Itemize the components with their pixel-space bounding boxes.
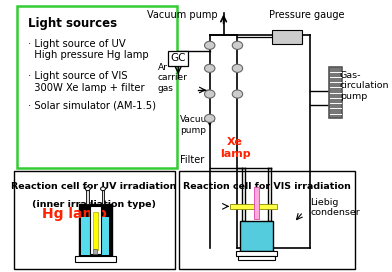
Bar (93, 249, 98, 254)
Text: Reaction cell for UV irradiation: Reaction cell for UV irradiation (11, 182, 176, 191)
Bar (86, 189, 89, 204)
Bar (90, 206, 101, 254)
Text: Pressure gauge: Pressure gauge (269, 10, 344, 20)
Text: Reaction cell for VIS irradiation: Reaction cell for VIS irradiation (183, 182, 351, 191)
Text: · Solar simulator (AM-1.5): · Solar simulator (AM-1.5) (28, 101, 156, 111)
Text: Filter: Filter (180, 155, 205, 165)
Bar (168, 51, 188, 66)
Text: Ar
carrier
gas: Ar carrier gas (158, 63, 188, 93)
Circle shape (232, 90, 243, 98)
Text: Vacuum pump: Vacuum pump (147, 10, 217, 20)
Circle shape (232, 41, 243, 50)
Text: (inner irradiation type): (inner irradiation type) (32, 200, 156, 209)
Text: Xe
lamp: Xe lamp (220, 137, 250, 159)
Bar (254, 187, 259, 218)
Text: Vacuum
pump: Vacuum pump (180, 116, 216, 135)
Bar (236, 251, 277, 256)
Bar (240, 221, 273, 251)
Bar (93, 212, 98, 250)
Bar (102, 189, 104, 204)
Bar (75, 256, 116, 262)
Text: Hg lamp: Hg lamp (42, 208, 106, 221)
Circle shape (205, 114, 215, 122)
Circle shape (205, 64, 215, 72)
Bar (81, 217, 109, 255)
Bar (79, 204, 112, 256)
Circle shape (205, 41, 215, 50)
Circle shape (205, 90, 215, 98)
Bar (17, 6, 177, 168)
Text: GC: GC (171, 53, 186, 63)
Circle shape (101, 187, 105, 191)
Bar (14, 171, 175, 268)
Circle shape (85, 187, 90, 191)
Text: Liebig
condenser: Liebig condenser (310, 198, 360, 217)
Text: · Light source of UV
  High pressure Hg lamp: · Light source of UV High pressure Hg la… (28, 39, 149, 60)
Bar (178, 171, 355, 268)
Text: Light sources: Light sources (28, 17, 117, 30)
Bar (230, 205, 277, 209)
Bar (328, 67, 342, 118)
Text: · Light source of VIS
  300W Xe lamp + filter: · Light source of VIS 300W Xe lamp + fil… (28, 71, 144, 93)
Bar (238, 256, 276, 261)
Circle shape (232, 64, 243, 72)
Text: Gas-
circulation
pump: Gas- circulation pump (340, 71, 389, 101)
Bar (272, 30, 301, 44)
